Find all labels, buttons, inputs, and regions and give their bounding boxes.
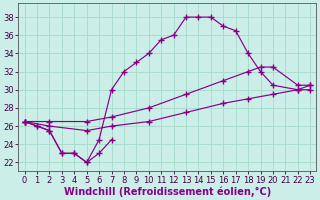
X-axis label: Windchill (Refroidissement éolien,°C): Windchill (Refroidissement éolien,°C) — [64, 186, 271, 197]
